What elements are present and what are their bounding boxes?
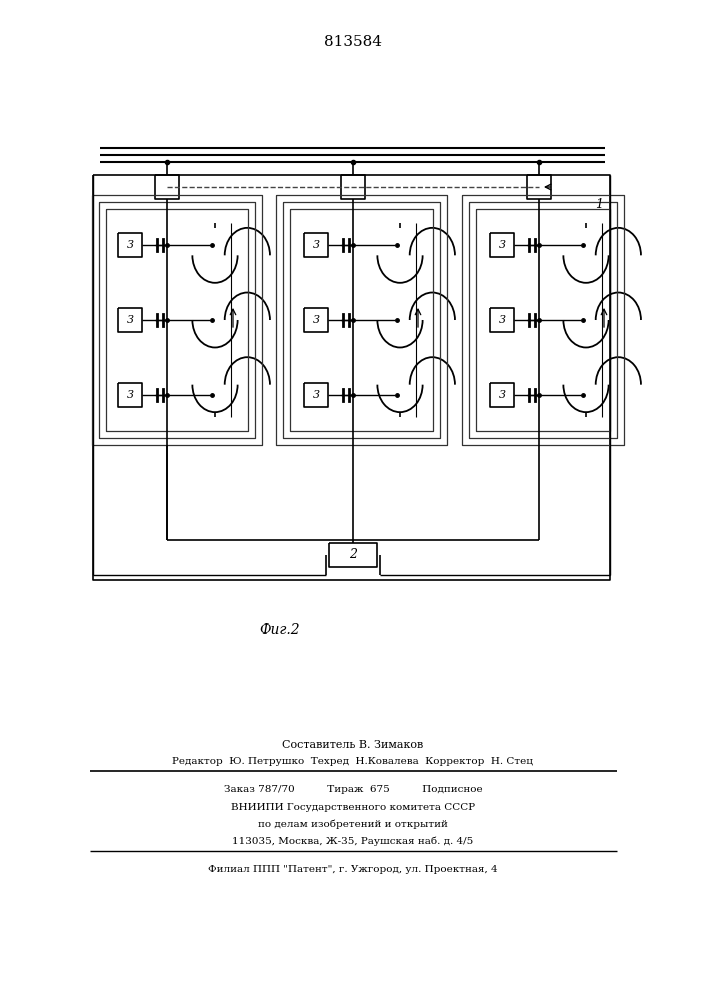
Text: 3: 3 (498, 390, 506, 400)
Text: Составитель В. Зимаков: Составитель В. Зимаков (282, 740, 423, 750)
Text: 3: 3 (312, 390, 320, 400)
Text: ВНИИПИ Государственного комитета СССР: ВНИИПИ Государственного комитета СССР (231, 802, 475, 812)
Text: 813584: 813584 (324, 35, 382, 49)
Text: Заказ 787/70          Тираж  675          Подписное: Заказ 787/70 Тираж 675 Подписное (223, 786, 482, 794)
Text: 3: 3 (312, 315, 320, 325)
Text: Филиал ППП "Патент", г. Ужгород, ул. Проектная, 4: Филиал ППП "Патент", г. Ужгород, ул. Про… (208, 865, 498, 874)
Text: 3: 3 (127, 240, 134, 250)
Text: 1: 1 (595, 198, 603, 212)
Text: 3: 3 (498, 240, 506, 250)
Text: Редактор  Ю. Петрушко  Техред  Н.Ковалева  Корректор  Н. Стец: Редактор Ю. Петрушко Техред Н.Ковалева К… (173, 758, 534, 766)
Text: 3: 3 (498, 315, 506, 325)
Text: 2: 2 (349, 548, 357, 562)
Text: Фиг.2: Фиг.2 (259, 623, 300, 637)
Text: 3: 3 (127, 390, 134, 400)
Text: по делам изобретений и открытий: по делам изобретений и открытий (258, 819, 448, 829)
Text: 3: 3 (127, 315, 134, 325)
Text: 3: 3 (312, 240, 320, 250)
Text: 113035, Москва, Ж-35, Раушская наб. д. 4/5: 113035, Москва, Ж-35, Раушская наб. д. 4… (233, 836, 474, 846)
